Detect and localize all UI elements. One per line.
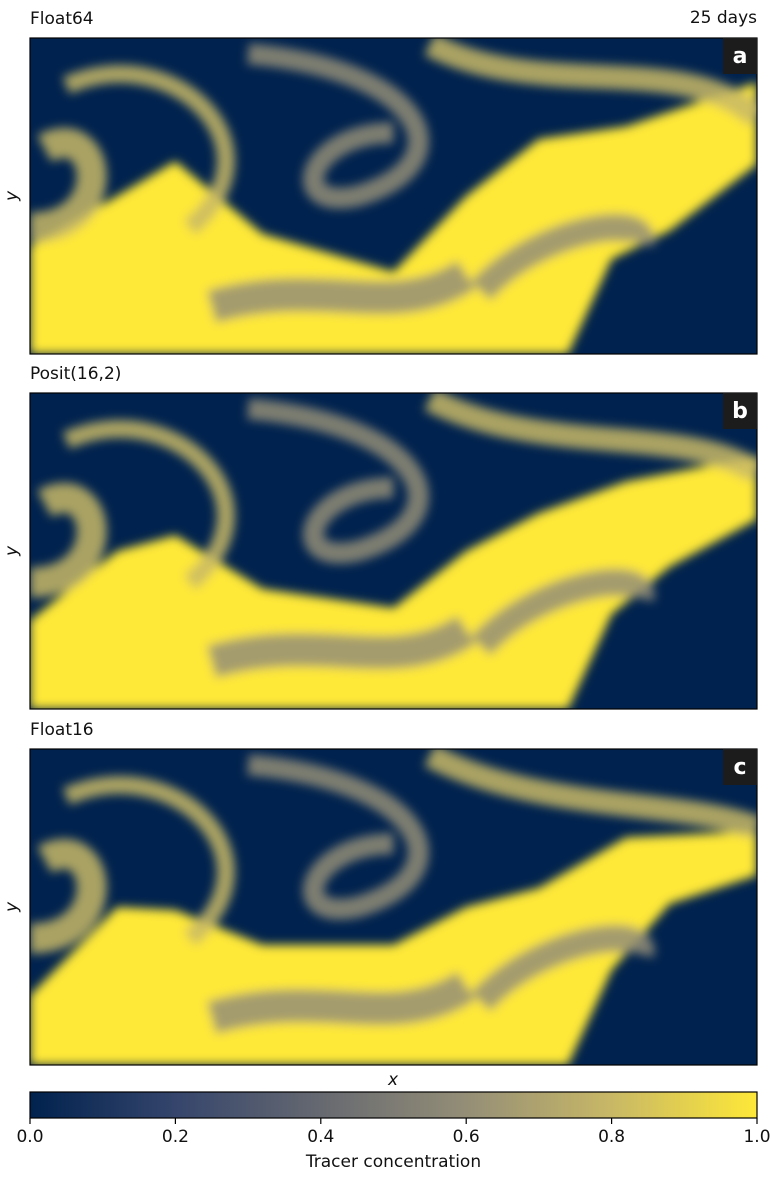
panel-title: Posit(16,2) xyxy=(30,364,121,384)
tracer-field xyxy=(30,38,757,354)
panel: Posit(16,2) b y xyxy=(2,364,757,709)
panel: Float16 c y xyxy=(2,720,757,1065)
panel: Float64 a y xyxy=(2,9,757,354)
colorbar-tick-label: 0.8 xyxy=(598,1127,625,1147)
figure: 25 days x Float64 a y Posit(16,2) b y Float16 c… xyxy=(0,0,771,1174)
panel-label: c xyxy=(733,755,746,780)
colorbar-tick-label: 0.6 xyxy=(453,1127,480,1147)
colorbar-tick-label: 0.0 xyxy=(16,1127,43,1147)
tracer-field xyxy=(30,749,757,1065)
panel-label: a xyxy=(733,44,748,69)
panel-title: Float64 xyxy=(30,9,94,29)
colorbar-label: Tracer concentration xyxy=(305,1152,481,1172)
panel-label: b xyxy=(732,399,748,424)
time-annotation: 25 days xyxy=(690,8,757,28)
colorbar xyxy=(30,1092,757,1118)
tracer-field xyxy=(30,393,757,709)
y-axis-label: y xyxy=(2,901,22,913)
y-axis-label: y xyxy=(2,190,22,202)
y-axis-label: y xyxy=(2,545,22,557)
x-axis-label: x xyxy=(387,1070,399,1090)
colorbar-tick-label: 0.2 xyxy=(162,1127,189,1147)
panel-title: Float16 xyxy=(30,720,94,740)
colorbar-tick-label: 1.0 xyxy=(743,1127,770,1147)
colorbar-tick-label: 0.4 xyxy=(307,1127,334,1147)
